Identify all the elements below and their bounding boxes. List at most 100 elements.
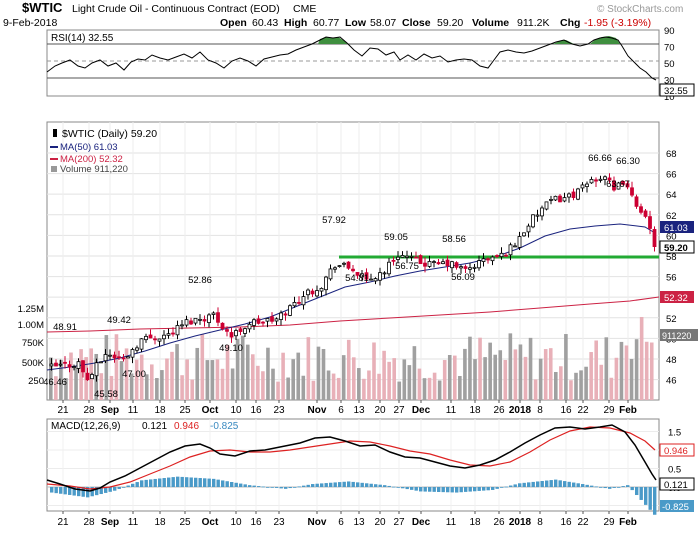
price-tick-label: 68 [666,149,677,160]
candle-body [508,244,513,256]
candle-body [288,305,292,316]
candle-body [418,255,423,265]
x-tick-label: 23 [273,517,285,528]
macd-hist-bar [140,480,144,487]
price-annotation: 58.56 [442,234,466,245]
price-legend-title: $WTIC (Daily) 59.20 [62,128,157,140]
x-tick-label: Dec [412,517,431,528]
volume-bar [412,346,417,400]
macd-hist-bar [504,486,508,488]
macd-hist-bar [356,482,360,487]
macd-hist-bar [99,487,103,495]
x-tick-label: Dec [412,405,431,416]
macd-hist-bar [522,482,526,487]
price-annotation: 57.92 [322,215,346,226]
volume-bar [392,358,396,400]
volume-bar [311,380,316,400]
volume-bar [422,378,427,400]
candle-body [427,261,432,267]
macd-hist-bar [360,482,364,487]
signal-tag [659,443,695,457]
macd-hist-bar [450,487,454,493]
macd-hist-bar [126,485,130,487]
price-ticks: 686664626058565452504846 [666,149,677,387]
volume-bar [134,359,139,400]
volume-bar [584,366,588,400]
volume-bar [185,359,189,400]
ma50-tag-text: 61.03 [664,223,688,234]
candle-body [117,356,121,359]
volume-bar [190,379,194,400]
candle-body [292,302,297,307]
candle-body [571,191,576,198]
macd-hist-bar [617,487,621,488]
x-tick-label: 16 [560,405,572,416]
candle-body [175,325,180,336]
macd-hist-bar [203,478,207,487]
candle-body [531,214,535,228]
volume-bar [468,336,472,400]
macd-hist-bar [540,480,544,487]
price-tick-label: 52 [666,314,677,325]
candle-body [49,363,54,367]
volume-ticks: 1.25M 1.00M 750K 500K 250 [18,304,45,387]
macd-hist-bar [527,482,531,487]
volume-bar [245,344,250,400]
volume-bar [417,368,422,400]
candle-body [207,314,211,323]
price-annotation: 59.05 [384,232,408,243]
volume-bar [447,355,452,400]
close-tag [659,240,695,254]
macd-hist-bar [324,483,328,487]
macd-hist-bar [144,479,148,487]
macd-hist-bar [576,483,580,487]
volume-bar [119,361,124,400]
candle-body [643,210,648,217]
candle-body [99,361,103,364]
candle-body [513,245,517,248]
candle-body [553,195,558,201]
candle-body [454,262,459,268]
macd-hist-bar [405,487,409,490]
macd-hist-bar [396,487,400,488]
macd-hist-bar [509,485,513,487]
volume-tag [660,329,698,341]
volume-bar [513,349,518,400]
candle-body [216,312,220,323]
candle-body [414,256,418,259]
volume-bar [291,359,295,400]
macd-hist-bar [230,482,234,487]
macd-hist-bar [446,487,450,493]
macd-hist-bar [495,487,499,489]
candle-body [652,229,657,247]
volume-bar [129,373,134,400]
macd-hist-bar [378,484,382,487]
candle-body [85,372,90,381]
macd-hist-bar [77,487,81,497]
rsi-tick-label: 30 [664,76,675,87]
candle-body [382,272,387,275]
chart-date: 9-Feb-2018 [3,17,57,29]
volume-bar [634,339,639,400]
macd-hist-bar [59,487,63,494]
candle-body [135,347,139,351]
price-tick-label: 60 [666,231,677,242]
ma200-tag-text: 52.32 [664,293,688,304]
candle-body [297,301,301,304]
macd-hist-bar [104,487,108,493]
candle-body [166,333,171,336]
candle-body [400,255,405,258]
x-tick-label: Sep [101,405,119,416]
candle-body [441,261,445,265]
volume-bar [170,351,174,400]
ma200-tag [660,291,694,303]
x-tick-label: 27 [393,517,405,528]
macd-hist-bar [180,476,184,487]
macd-hist-bar [536,481,540,487]
candle-body [409,255,414,258]
x-axis-macd: 21 28 Sep 11 18 25 Oct 10 16 23 Nov 6 13 20 27 Dec 11 18 2… [57,511,637,528]
macd-hist-bar [293,487,297,488]
macd-hist-bar [419,487,423,492]
instrument-name: Light Crude Oil - Continuous Contract (E… [72,3,280,15]
